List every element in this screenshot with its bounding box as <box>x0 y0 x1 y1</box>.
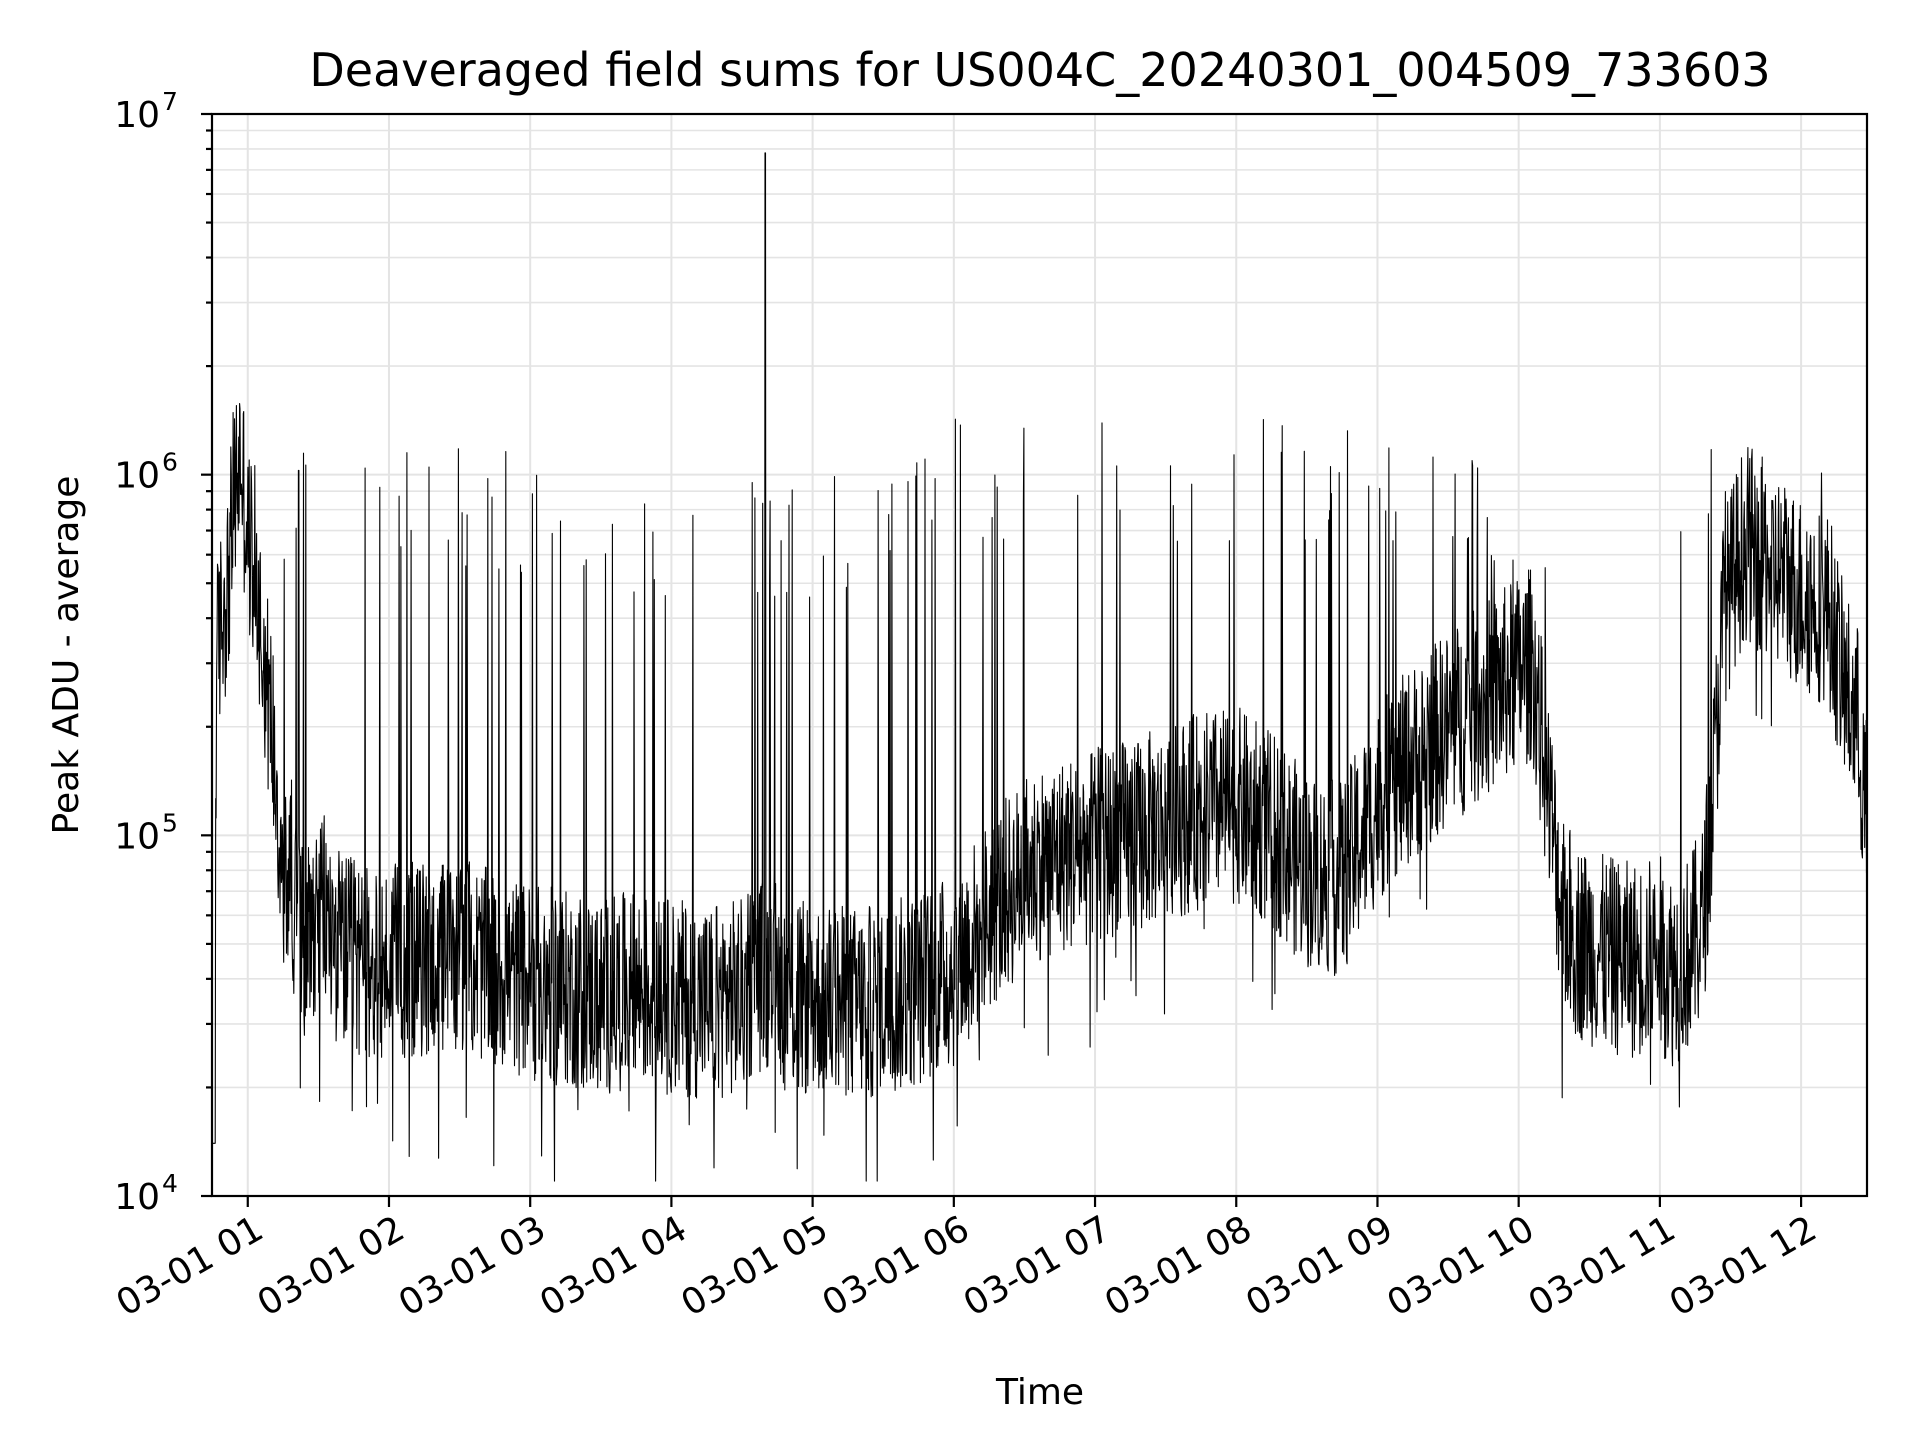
y-tick-label: 10 <box>114 1177 160 1218</box>
y-axis-label: Peak ADU - average <box>46 476 87 835</box>
y-tick-label-exponent: 4 <box>162 1169 178 1198</box>
y-tick-label-base: 10 <box>114 1177 160 1218</box>
y-tick-label-exponent: 6 <box>162 448 178 477</box>
y-tick-label-exponent: 7 <box>162 87 178 116</box>
y-tick-label-base: 10 <box>114 456 160 497</box>
y-tick-label: 10 <box>114 456 160 497</box>
series-line <box>211 152 1868 1182</box>
plot-frame <box>210 112 1869 1198</box>
chart-title: Deaveraged field sums for US004C_2024030… <box>309 43 1770 97</box>
series-layer <box>211 152 1868 1182</box>
x-axis-label: Time <box>995 1372 1084 1413</box>
y-tick-label: 10 <box>114 816 160 857</box>
y-tick-label-exponent: 5 <box>162 808 178 837</box>
y-tick-label-base: 10 <box>114 95 160 136</box>
y-tick-label-base: 10 <box>114 816 160 857</box>
y-tick-label: 10 <box>114 95 160 136</box>
